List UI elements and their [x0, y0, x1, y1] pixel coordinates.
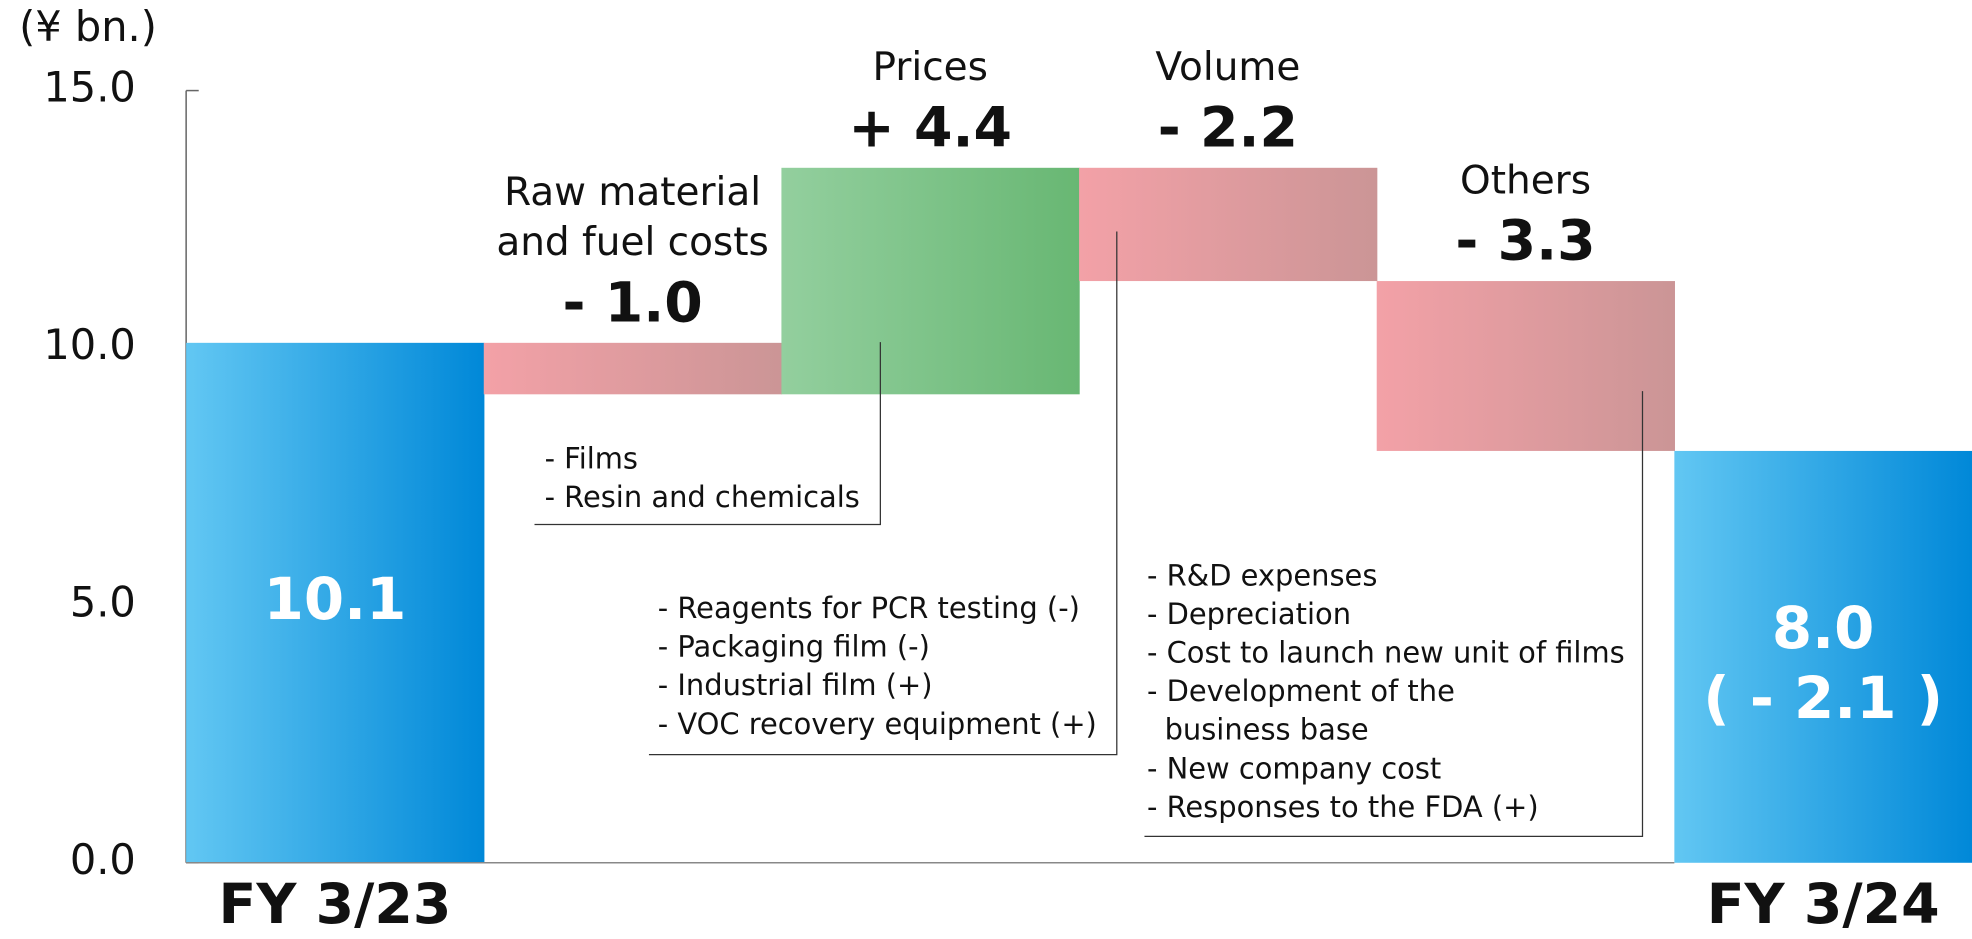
value-label: - 2.2	[1158, 96, 1298, 160]
note-text: - R&D expenses	[1147, 558, 1377, 592]
leader-line	[1144, 391, 1644, 837]
bar	[186, 342, 485, 863]
bar	[781, 167, 1080, 395]
category-label: Prices	[873, 45, 988, 90]
note-text: - Responses to the FDA (+)	[1147, 790, 1539, 824]
leader-line	[534, 342, 881, 526]
y-tick-label: 10.0	[43, 320, 135, 369]
category-label: and fuel costs	[496, 220, 768, 265]
total-value-label: 8.0	[1772, 594, 1874, 662]
bar	[1079, 167, 1378, 282]
bar	[1376, 281, 1675, 451]
category-label: Others	[1460, 158, 1591, 203]
value-label: + 4.4	[848, 96, 1012, 160]
category-label: Volume	[1155, 45, 1300, 90]
note-text: - Industrial film (+)	[658, 668, 933, 702]
note-text: - Development of the	[1147, 674, 1455, 708]
note-text: - New company cost	[1147, 751, 1441, 785]
y-axis-label: (¥ bn.)	[19, 2, 157, 51]
x-category-label: FY 3/23	[219, 873, 452, 935]
leader-line	[648, 231, 1118, 756]
y-tick-label: 5.0	[70, 577, 136, 626]
total-change-label: ( - 2.1 )	[1703, 664, 1943, 732]
value-label: - 1.0	[562, 271, 702, 335]
category-label: Raw material	[504, 170, 761, 215]
y-tick-label: 0.0	[70, 835, 136, 884]
bar	[1674, 450, 1972, 863]
note-text: - Cost to launch new unit of films	[1147, 636, 1625, 670]
note-text: business base	[1165, 713, 1369, 747]
bar	[483, 342, 783, 395]
total-value-label: 10.1	[264, 565, 407, 633]
note-text: - Packaging film (-)	[658, 630, 930, 664]
value-label: - 3.3	[1455, 210, 1595, 274]
note-text: - Resin and chemicals	[545, 480, 860, 514]
note-text: - Depreciation	[1147, 597, 1351, 631]
note-text: - VOC recovery equipment (+)	[658, 707, 1097, 741]
y-tick-label: 15.0	[43, 63, 135, 112]
note-text: - Films	[545, 441, 638, 475]
x-category-label: FY 3/24	[1707, 873, 1940, 935]
note-text: - Reagents for PCR testing (-)	[658, 591, 1080, 625]
